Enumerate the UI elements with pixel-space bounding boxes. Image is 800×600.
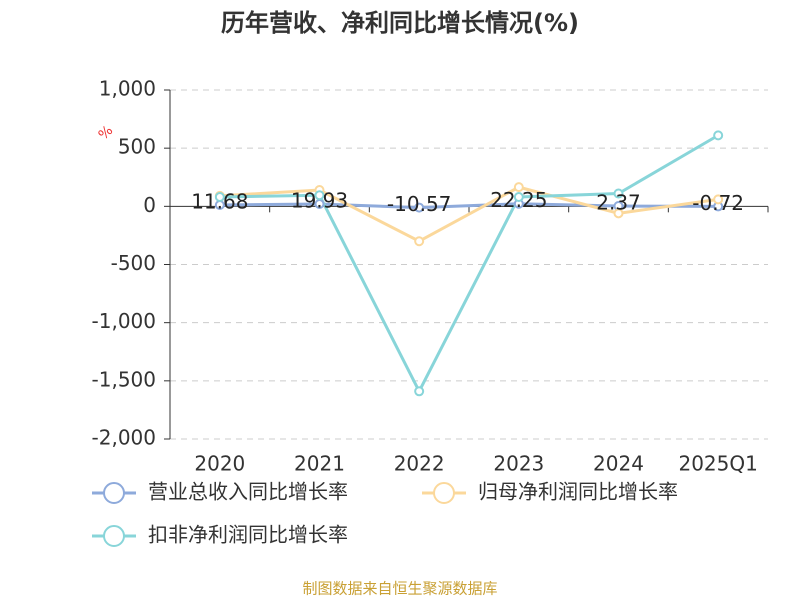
data-point xyxy=(513,192,524,203)
legend-label: 扣非净利润同比增长率 xyxy=(148,523,348,547)
y-tick-label: 1,000 xyxy=(99,77,156,101)
data-point xyxy=(414,386,425,397)
data-point xyxy=(713,130,724,141)
data-point xyxy=(713,194,724,205)
data-label: -0.72 xyxy=(692,191,744,215)
data-label: -10.57 xyxy=(387,192,451,216)
data-label: 2.37 xyxy=(596,191,641,215)
legend-marker xyxy=(103,482,125,504)
y-tick-label: -1,000 xyxy=(92,309,156,333)
data-point xyxy=(613,188,624,199)
y-unit: % xyxy=(96,123,117,144)
data-point xyxy=(314,190,325,201)
x-tick-label: 2021 xyxy=(294,452,345,476)
y-tick-label: -500 xyxy=(111,251,156,275)
x-tick-label: 2024 xyxy=(593,452,644,476)
y-tick-label: 500 xyxy=(118,135,156,159)
y-tick-label: -1,500 xyxy=(92,367,156,391)
data-point xyxy=(513,182,524,193)
x-tick-label: 2020 xyxy=(194,452,245,476)
legend-marker xyxy=(103,525,125,547)
chart-title: 历年营收、净利同比增长情况(%) xyxy=(221,9,579,37)
data-point xyxy=(414,236,425,247)
x-tick-label: 2025Q1 xyxy=(678,452,757,476)
data-label: 22.25 xyxy=(490,188,547,212)
data-point xyxy=(214,192,225,203)
source: 制图数据来自恒生聚源数据库 xyxy=(302,580,497,598)
series-line xyxy=(219,185,719,243)
legend-label: 归母净利润同比增长率 xyxy=(478,480,678,504)
x-tick-label: 2022 xyxy=(394,452,445,476)
data-point xyxy=(414,202,425,213)
series-line xyxy=(219,202,719,210)
data-label: 11.68 xyxy=(191,189,248,213)
legend-label: 营业总收入同比增长率 xyxy=(148,480,348,504)
data-label: 19.93 xyxy=(291,189,348,213)
y-tick-label: -2,000 xyxy=(92,426,156,450)
legend-marker xyxy=(433,482,455,504)
y-tick-label: 0 xyxy=(143,193,156,217)
x-tick-label: 2023 xyxy=(493,452,544,476)
data-point xyxy=(613,208,624,219)
series-line xyxy=(219,134,719,395)
